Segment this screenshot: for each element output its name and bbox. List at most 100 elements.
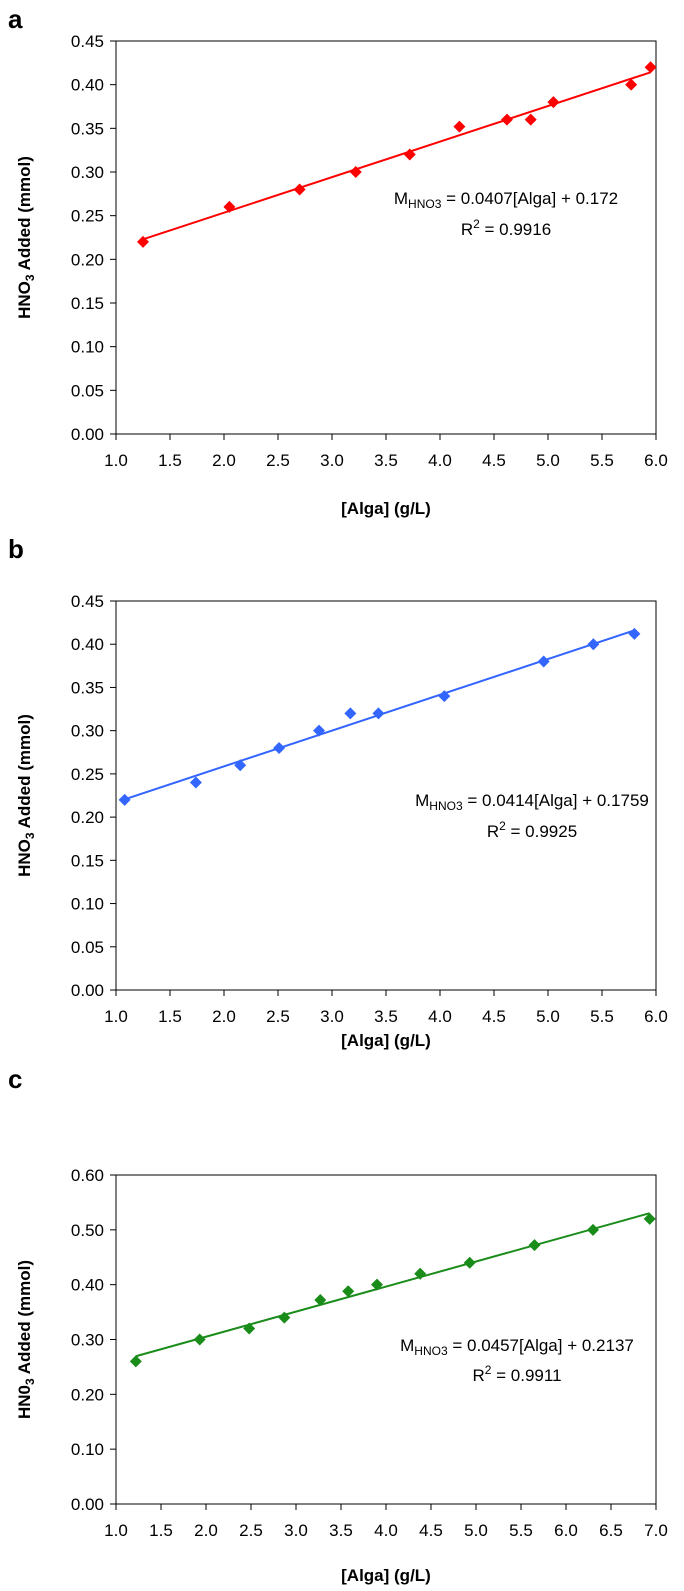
y-tick-label: 0.10 [71,1440,104,1459]
y-tick-label: 0.35 [71,678,104,697]
equation-label: MHNO3 = 0.0414[Alga] + 0.1759 [415,791,649,813]
x-tick-label: 3.0 [284,1521,308,1540]
x-tick-label: 7.0 [644,1521,668,1540]
x-tick-label: 4.5 [482,1007,506,1026]
chart-c-svg: 0.00 0.10 0.20 0.30 0.40 0.50 0.60 1.0 1.5 2.0 2.5… [15,1166,668,1585]
x-tick-label: 3.5 [329,1521,353,1540]
x-axis-title: [Alga] (g/L) [341,499,431,518]
x-tick-label: 5.0 [536,1007,560,1026]
data-point [129,1355,142,1368]
x-tick-label: 3.5 [374,451,398,470]
y-tick-label: 0.50 [71,1221,104,1240]
x-tick-label: 2.5 [266,1007,290,1026]
y-tick-label: 0.60 [71,1166,104,1185]
plot-area: 0.00 0.05 0.10 0.15 0.20 0.25 0.30 0.35 0.40 0.45… [71,32,668,470]
y-tick-label: 0.40 [71,635,104,654]
y-tick-label: 0.05 [71,381,104,400]
trendline [142,71,651,241]
x-tick-label: 6.5 [599,1521,623,1540]
panel-label: b [8,534,24,564]
y-tick-label: 0.45 [71,592,104,611]
data-point [223,200,236,213]
data-point [349,166,362,178]
data-point [643,1212,656,1225]
y-tick-label: 0.45 [71,32,104,51]
plot-area: 0.00 0.05 0.10 0.15 0.20 0.25 0.30 0.35 0.40 0.45… [71,592,668,1026]
x-tick-label: 2.0 [194,1521,218,1540]
y-tick-label: 0.10 [71,895,104,914]
data-point [278,1311,291,1324]
y-tick-label: 0.25 [71,207,104,226]
x-axis-title: [Alga] (g/L) [341,1031,431,1050]
data-point [587,638,600,651]
data-point [234,759,247,772]
y-axis-title: HNO3 Added (mmol) [15,714,37,877]
y-tick-label: 0.20 [71,1385,104,1404]
equation-label: MHNO3 = 0.0457[Alga] + 0.2137 [400,1336,634,1358]
x-tick-label: 5.0 [464,1521,488,1540]
data-point [293,183,306,196]
data-point [438,690,451,703]
data-point [243,1322,256,1335]
x-tick-label: 5.0 [536,451,560,470]
data-point [644,61,657,74]
y-axis-title: HN03 Added (mmol) [15,1260,37,1419]
x-tick-label: 2.5 [239,1521,263,1540]
data-point [403,148,416,161]
y-tick-label: 0.20 [71,250,104,269]
y-tick-label: 0.00 [71,1495,104,1514]
x-tick-label: 6.0 [644,451,668,470]
y-tick-label: 0.00 [71,981,104,1000]
y-tick-label: 0.35 [71,119,104,138]
chart-a-svg: 0.00 0.05 0.10 0.15 0.20 0.25 0.30 0.35 0.40 0.45… [15,32,668,518]
y-tick-label: 0.40 [71,76,104,95]
y-tick-label: 0.30 [71,163,104,182]
x-tick-label: 1.5 [158,1007,182,1026]
x-tick-label: 4.5 [482,451,506,470]
data-point [628,627,641,640]
x-tick-label: 6.0 [644,1007,668,1026]
x-tick-label: 1.0 [104,1007,128,1026]
x-tick-label: 3.5 [374,1007,398,1026]
chart-panel-a: a 0.00 0.05 0.10 0.15 0.20 0.25 0.30 0.35 0.40 0.… [0,0,684,530]
x-tick-label: 4.5 [419,1521,443,1540]
x-tick-label: 3.0 [320,1007,344,1026]
panel-label: c [8,1064,23,1094]
data-point [463,1256,476,1269]
x-tick-label: 1.0 [104,1521,128,1540]
x-tick-label: 6.0 [554,1521,578,1540]
x-tick-label: 5.5 [509,1521,533,1540]
x-tick-label: 1.0 [104,451,128,470]
y-tick-label: 0.25 [71,765,104,784]
data-point [524,113,537,126]
y-tick-label: 0.20 [71,808,104,827]
data-point [453,120,466,133]
data-point [372,707,385,720]
y-tick-label: 0.15 [71,851,104,870]
y-tick-label: 0.05 [71,938,104,957]
data-point [193,1333,206,1346]
data-point [547,96,560,109]
r-squared-label: R2 = 0.9925 [487,819,577,841]
data-point [344,707,357,720]
r-squared-label: R2 = 0.9916 [461,217,551,239]
y-axis-title: HNO3 Added (mmol) [15,156,37,319]
trendline [135,1212,650,1358]
plot-area: 0.00 0.10 0.20 0.30 0.40 0.50 0.60 1.0 1.5 2.0 2.5… [71,1166,668,1540]
chart-panel-b: b 0.00 0.05 0.10 0.15 0.20 0.25 0.30 0.35 0.40 0.… [0,530,684,1060]
y-tick-label: 0.15 [71,294,104,313]
x-tick-label: 1.5 [158,451,182,470]
x-tick-label: 3.0 [320,451,344,470]
plot-frame [115,40,657,435]
x-tick-label: 5.5 [590,1007,614,1026]
data-point [528,1239,541,1252]
equation-label: MHNO3 = 0.0407[Alga] + 0.172 [394,189,618,211]
data-point [342,1285,355,1298]
data-point [273,741,286,754]
data-point [371,1278,383,1291]
x-tick-label: 1.5 [149,1521,173,1540]
data-point [500,113,513,126]
y-tick-label: 0.00 [71,425,104,444]
x-tick-label: 2.0 [212,451,236,470]
data-point [118,793,131,806]
